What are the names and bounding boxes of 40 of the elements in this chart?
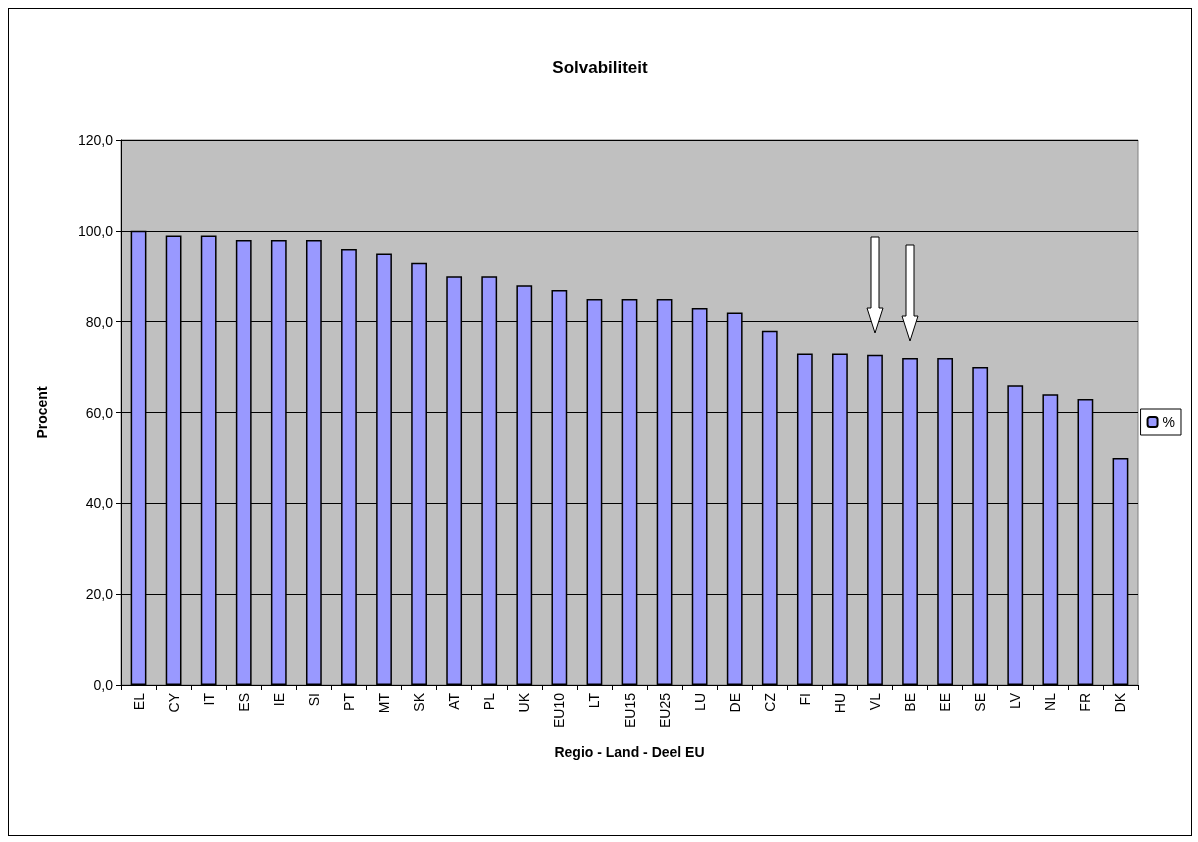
x-tick-label: SI: [305, 693, 322, 707]
x-tick-label: CZ: [761, 692, 778, 712]
x-tick-label: EL: [130, 692, 147, 711]
x-tick-label: AT: [446, 692, 463, 710]
x-axis-title: Regio - Land - Deel EU: [554, 744, 705, 760]
y-tick-label: 20,0: [85, 586, 114, 603]
chart-title: Solvabiliteit: [552, 58, 649, 77]
y-tick-label: 100,0: [77, 222, 114, 239]
legend-label: %: [1162, 414, 1175, 430]
x-tick-label: IT: [200, 692, 217, 706]
x-tick-label: SK: [411, 692, 428, 712]
x-tick-label: SE: [972, 693, 989, 712]
x-tick-label: EE: [937, 693, 954, 712]
y-axis-title: Procent: [34, 386, 50, 439]
x-tick-label: FR: [1077, 693, 1094, 712]
x-tick-label: ES: [235, 693, 252, 712]
x-tick-label: DK: [1112, 692, 1129, 713]
x-tick-label: DE: [726, 693, 743, 713]
x-tick-label: FI: [796, 693, 813, 706]
x-tick-label: PL: [481, 692, 498, 711]
x-tick-label: PT: [340, 692, 357, 711]
x-tick-label: HU: [831, 693, 848, 714]
y-tick-label: 80,0: [85, 313, 114, 330]
x-tick-label: EU10: [551, 692, 568, 729]
x-tick-label: EU25: [656, 692, 673, 729]
y-tick-label: 0,0: [93, 677, 114, 693]
x-tick-label: EU15: [621, 692, 638, 729]
y-tick-label: 40,0: [85, 495, 114, 512]
x-tick-label: VL: [866, 692, 883, 711]
y-tick-label: 120,0: [77, 132, 114, 148]
x-tick-label: UK: [516, 692, 533, 713]
y-tick-label: 60,0: [85, 404, 114, 421]
x-tick-label: NL: [1042, 692, 1059, 711]
x-tick-label: CY: [165, 692, 182, 713]
x-tick-label: LT: [586, 692, 603, 709]
x-tick-label: LU: [691, 693, 708, 711]
x-tick-label: MT: [376, 692, 393, 714]
x-tick-label: BE: [902, 693, 919, 712]
x-tick-label: LV: [1007, 692, 1024, 710]
x-tick-label: IE: [270, 693, 287, 707]
